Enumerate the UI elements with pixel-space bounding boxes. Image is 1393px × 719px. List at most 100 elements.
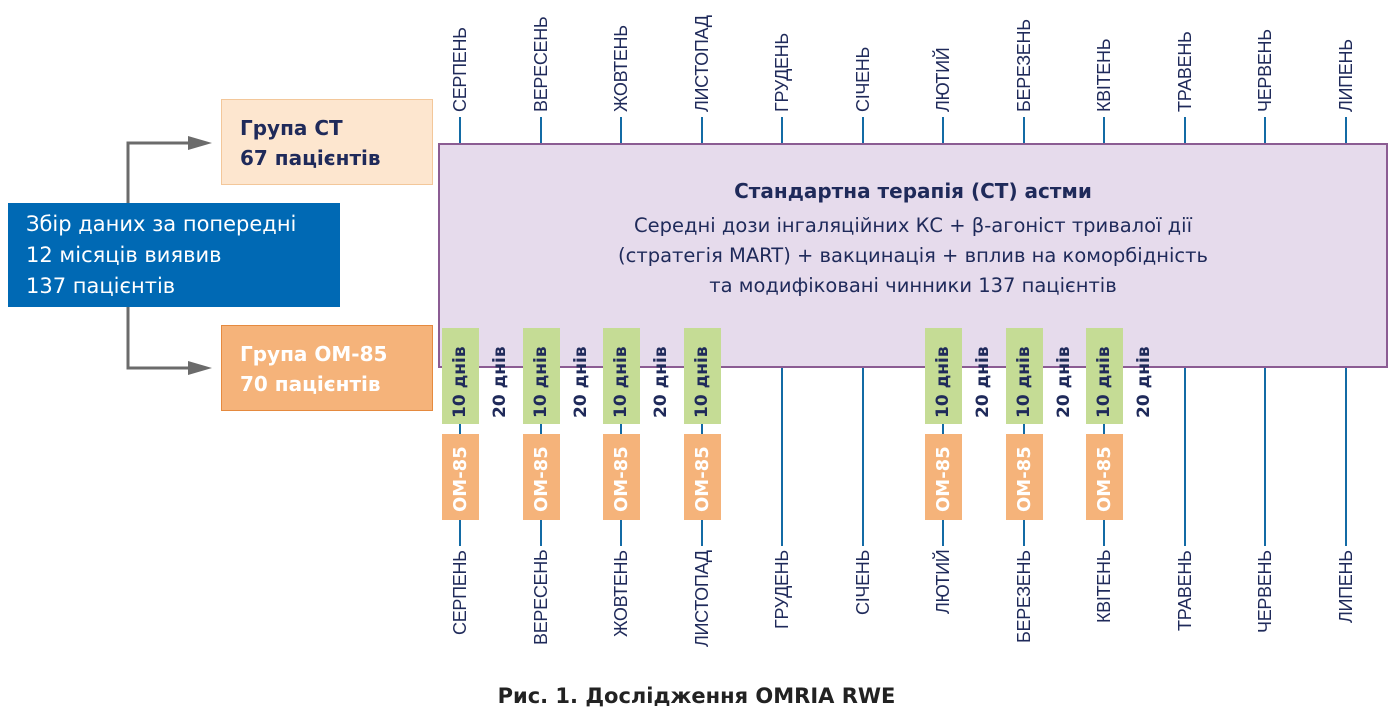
om85-box	[1086, 434, 1123, 520]
group-ct-box: Група СТ 67 пацієнтів	[221, 99, 433, 185]
month-tick	[781, 366, 783, 546]
dose-label: 10 днів	[450, 346, 470, 418]
om85-label: ОМ-85	[691, 446, 713, 512]
month-label-bottom: КВІТЕНЬ	[1093, 549, 1114, 623]
arrowhead-om	[188, 361, 212, 375]
source-line: Збір даних за попередні	[26, 212, 297, 236]
dose-label: 10 днів	[692, 346, 712, 418]
pause-label: 20 днів	[1134, 346, 1154, 418]
dose-label: 10 днів	[611, 346, 631, 418]
month-label-top: СЕРПЕНЬ	[449, 27, 470, 112]
om85-box	[442, 434, 479, 520]
month-tick-top	[701, 117, 703, 144]
source-line: 12 місяців виявив	[26, 243, 222, 267]
month-label-top: ЖОВТЕНЬ	[610, 25, 631, 112]
month-tick	[701, 520, 703, 546]
month-label-bottom: ЛЮТИЙ	[932, 549, 953, 614]
month-tick	[620, 424, 622, 434]
month-tick	[701, 424, 703, 434]
month-label-bottom: ТРАВЕНЬ	[1174, 550, 1195, 631]
arrow-to-om	[126, 307, 190, 370]
dose-period-box	[925, 328, 962, 424]
month-tick-top	[1023, 117, 1025, 144]
therapy-title: Стандартна терапія (СТ) астми	[734, 179, 1092, 203]
figure-caption: Рис. 1. Дослідження OMRIA RWE	[497, 684, 896, 708]
month-tick	[1103, 424, 1105, 434]
group-ct-title: Група СТ	[240, 116, 343, 140]
month-label-top: БЕРЕЗЕНЬ	[1013, 19, 1034, 112]
om85-box	[1006, 434, 1043, 520]
om85-label: ОМ-85	[610, 446, 632, 512]
month-label-top: ЧЕРВЕНЬ	[1254, 29, 1275, 112]
month-label-top: ЛИСТОПАД	[691, 15, 712, 112]
month-tick	[540, 424, 542, 434]
dose-label: 10 днів	[1094, 346, 1114, 418]
pause-label: 20 днів	[651, 346, 671, 418]
om85-box	[603, 434, 640, 520]
month-label-bottom: СЕРПЕНЬ	[449, 550, 470, 635]
month-label-bottom: БЕРЕЗЕНЬ	[1013, 550, 1034, 643]
month-tick-top	[1184, 117, 1186, 144]
month-tick-top	[942, 117, 944, 144]
om85-label: ОМ-85	[932, 446, 954, 512]
month-label-top: ЛИПЕНЬ	[1335, 39, 1356, 112]
month-label-bottom: ЛИСТОПАД	[691, 550, 712, 647]
group-om85-count: 70 пацієнтів	[240, 372, 381, 396]
therapy-line: та модифіковані чинники 137 пацієнтів	[709, 274, 1117, 297]
dose-period-box	[1006, 328, 1043, 424]
month-label-bottom: ЖОВТЕНЬ	[610, 550, 631, 637]
om85-label: ОМ-85	[530, 446, 552, 512]
therapy-description: Середні дози інгаляційних КС + β-агоніст…	[440, 211, 1386, 301]
dose-label: 10 днів	[1014, 346, 1034, 418]
month-tick	[1023, 520, 1025, 546]
month-label-top: ВЕРЕСЕНЬ	[530, 16, 551, 112]
arrowhead-ct	[188, 136, 212, 150]
month-tick-top	[1103, 117, 1105, 144]
month-tick-top	[1345, 117, 1347, 144]
group-om85-title: Група ОМ-85	[240, 342, 388, 366]
month-label-top: ГРУДЕНЬ	[771, 33, 792, 112]
data-collection-box: Збір даних за попередні 12 місяців вияви…	[8, 203, 340, 307]
dose-period-box	[1086, 328, 1123, 424]
group-ct-count: 67 пацієнтів	[240, 146, 381, 170]
month-tick	[862, 366, 864, 546]
flow-arrows	[126, 136, 212, 375]
om85-label: ОМ-85	[449, 446, 471, 512]
dose-period-box	[684, 328, 721, 424]
om85-label: ОМ-85	[1093, 446, 1115, 512]
month-label-bottom: ЧЕРВЕНЬ	[1254, 550, 1275, 633]
om85-label: ОМ-85	[1013, 446, 1035, 512]
month-tick	[620, 520, 622, 546]
month-label-top: ЛЮТИЙ	[932, 47, 953, 112]
therapy-line: Середні дози інгаляційних КС + β-агоніст…	[634, 214, 1192, 237]
dose-period-box	[523, 328, 560, 424]
month-tick	[1345, 366, 1347, 546]
pause-label: 20 днів	[571, 346, 591, 418]
dose-period-box	[603, 328, 640, 424]
month-tick	[942, 520, 944, 546]
om85-box	[925, 434, 962, 520]
month-label-top: КВІТЕНЬ	[1093, 38, 1114, 112]
month-tick-top	[620, 117, 622, 144]
month-tick	[942, 424, 944, 434]
month-tick	[1264, 366, 1266, 546]
pause-label: 20 днів	[490, 346, 510, 418]
month-tick-top	[459, 117, 461, 144]
standard-therapy-box: Стандартна терапія (СТ) астми Середні до…	[438, 143, 1388, 368]
pause-label: 20 днів	[973, 346, 993, 418]
dose-period-box	[442, 328, 479, 424]
month-tick	[1023, 424, 1025, 434]
om85-box	[523, 434, 560, 520]
source-line: 137 пацієнтів	[26, 274, 176, 298]
group-om85-box: Група ОМ-85 70 пацієнтів	[221, 325, 433, 411]
therapy-line: (стратегія MART) + вакцинація + вплив на…	[618, 244, 1208, 267]
pause-label: 20 днів	[1054, 346, 1074, 418]
month-tick	[459, 424, 461, 434]
month-label-top: ТРАВЕНЬ	[1174, 31, 1195, 112]
month-tick-top	[781, 117, 783, 144]
om85-box	[684, 434, 721, 520]
month-label-bottom: ВЕРЕСЕНЬ	[530, 549, 551, 645]
month-tick	[1184, 366, 1186, 546]
dose-label: 10 днів	[933, 346, 953, 418]
month-label-bottom: ЛИПЕНЬ	[1335, 550, 1356, 623]
